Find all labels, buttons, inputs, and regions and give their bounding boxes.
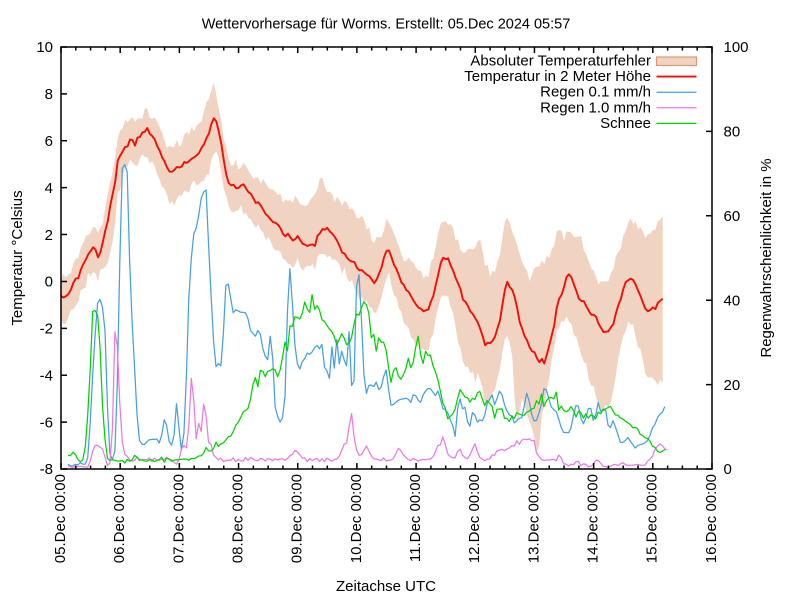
svg-text:Regenwahrscheinlichkeit in %: Regenwahrscheinlichkeit in %: [758, 158, 775, 357]
svg-text:0: 0: [45, 274, 53, 291]
svg-text:2: 2: [45, 227, 53, 244]
svg-text:80: 80: [724, 124, 741, 141]
svg-text:Temperatur in 2 Meter Höhe: Temperatur in 2 Meter Höhe: [464, 68, 651, 85]
svg-text:12.Dec 00:00: 12.Dec 00:00: [466, 474, 483, 563]
svg-text:Regen 1.0 mm/h: Regen 1.0 mm/h: [540, 99, 651, 116]
svg-text:05.Dec 00:00: 05.Dec 00:00: [52, 474, 69, 563]
svg-text:Regen 0.1 mm/h: Regen 0.1 mm/h: [540, 84, 651, 101]
svg-text:Schnee: Schnee: [600, 115, 651, 132]
svg-text:06.Dec 00:00: 06.Dec 00:00: [111, 474, 128, 563]
svg-text:Zeitachse UTC: Zeitachse UTC: [336, 578, 436, 595]
svg-text:-8: -8: [40, 461, 53, 478]
svg-text:Wettervorhersage für Worms. Er: Wettervorhersage für Worms. Erstellt: 05…: [202, 17, 571, 33]
svg-text:08.Dec 00:00: 08.Dec 00:00: [229, 474, 246, 563]
svg-text:09.Dec 00:00: 09.Dec 00:00: [289, 474, 306, 563]
svg-text:13.Dec 00:00: 13.Dec 00:00: [525, 474, 542, 563]
svg-text:15.Dec 00:00: 15.Dec 00:00: [644, 474, 661, 563]
svg-text:20: 20: [724, 377, 741, 394]
svg-text:-6: -6: [40, 414, 53, 431]
svg-text:14.Dec 00:00: 14.Dec 00:00: [585, 474, 602, 563]
svg-text:-4: -4: [40, 367, 53, 384]
svg-text:40: 40: [724, 292, 741, 309]
svg-text:8: 8: [45, 86, 53, 103]
svg-text:-2: -2: [40, 321, 53, 338]
svg-text:16.Dec 00:00: 16.Dec 00:00: [703, 474, 720, 563]
svg-text:10: 10: [36, 39, 53, 56]
svg-text:6: 6: [45, 133, 53, 150]
svg-text:07.Dec 00:00: 07.Dec 00:00: [170, 474, 187, 563]
svg-text:11.Dec 00:00: 11.Dec 00:00: [407, 474, 424, 562]
svg-text:60: 60: [724, 208, 741, 225]
svg-text:100: 100: [724, 39, 749, 56]
svg-text:4: 4: [45, 180, 53, 197]
svg-text:10.Dec 00:00: 10.Dec 00:00: [348, 474, 365, 563]
svg-text:0: 0: [724, 461, 732, 478]
svg-text:Temperatur °Celsius: Temperatur °Celsius: [9, 190, 26, 325]
svg-text:Absoluter Temperaturfehler: Absoluter Temperaturfehler: [470, 53, 651, 70]
